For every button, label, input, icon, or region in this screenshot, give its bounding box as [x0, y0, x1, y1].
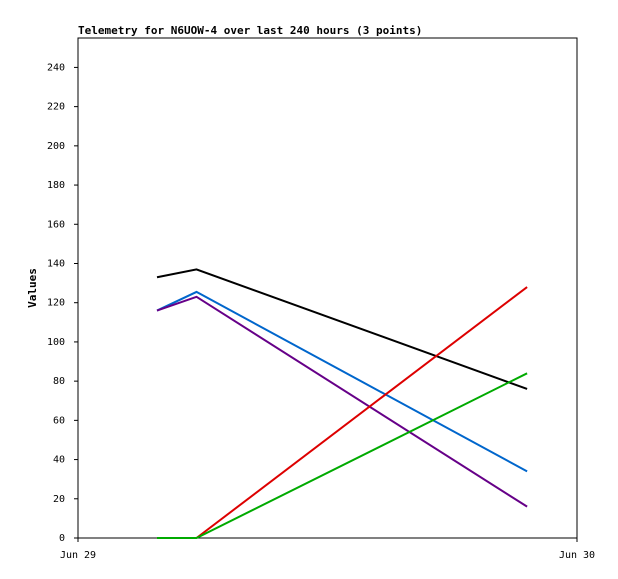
y-tick-label: 140 — [47, 258, 65, 269]
series-line — [157, 372, 528, 539]
plot-frame — [77, 37, 578, 539]
y-tick-label: 0 — [59, 533, 65, 544]
y-tick-label: 180 — [47, 180, 65, 191]
x-tick-label: Jun 30 — [559, 550, 595, 561]
y-tick-label: 120 — [47, 298, 65, 309]
y-tick-label: 100 — [47, 337, 65, 348]
y-tick-label: 200 — [47, 141, 65, 152]
y-tick-label: 80 — [53, 376, 65, 387]
y-axis-label: Values — [26, 268, 39, 308]
chart-title: Telemetry for N6UOW-4 over last 240 hour… — [78, 24, 422, 37]
series-line — [156, 290, 528, 473]
series-line — [195, 286, 528, 539]
y-tick-label: 160 — [47, 219, 65, 230]
series-line — [156, 295, 528, 508]
x-tick-label: Jun 29 — [60, 550, 96, 561]
y-tick-label: 20 — [53, 494, 65, 505]
y-tick-label: 40 — [53, 455, 65, 466]
y-tick-label: 60 — [53, 415, 65, 426]
series-line — [156, 268, 528, 390]
y-tick-label: 240 — [47, 62, 65, 73]
y-tick-label: 220 — [47, 102, 65, 113]
